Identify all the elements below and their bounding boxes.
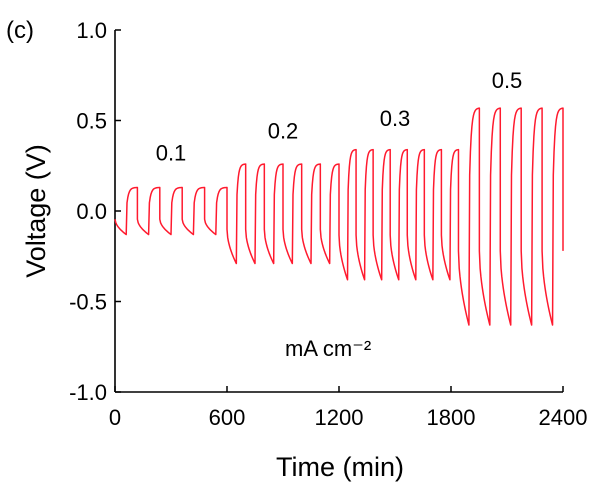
x-tick-label: 1200 <box>315 405 364 430</box>
x-tick-label: 0 <box>109 405 121 430</box>
y-tick-label: 0.5 <box>76 109 107 134</box>
y-tick-label: 0.0 <box>76 199 107 224</box>
x-ticks: 0 600 1200 1800 2400 <box>109 386 588 430</box>
current-density-label: 0.1 <box>156 140 187 165</box>
current-density-label: 0.3 <box>380 106 411 131</box>
unit-label: mA cm⁻² <box>285 336 371 361</box>
x-axis-title: Time (min) <box>276 452 404 482</box>
x-tick-label: 1800 <box>427 405 476 430</box>
y-tick-label: 1.0 <box>76 18 107 43</box>
current-density-label: 0.2 <box>268 119 299 144</box>
x-tick-label: 600 <box>209 405 246 430</box>
y-tick-label: -1.0 <box>69 380 107 405</box>
y-ticks: -1.0 -0.5 0.0 0.5 1.0 <box>69 18 121 405</box>
panel-label: (c) <box>6 17 34 44</box>
y-tick-label: -0.5 <box>69 290 107 315</box>
x-tick-label: 2400 <box>539 405 588 430</box>
y-axis-title: Voltage (V) <box>21 144 51 278</box>
current-density-label: 0.5 <box>492 68 523 93</box>
current-density-annotations: 0.1 0.2 0.3 0.5 <box>156 68 523 165</box>
voltage-series-line <box>114 107 564 326</box>
